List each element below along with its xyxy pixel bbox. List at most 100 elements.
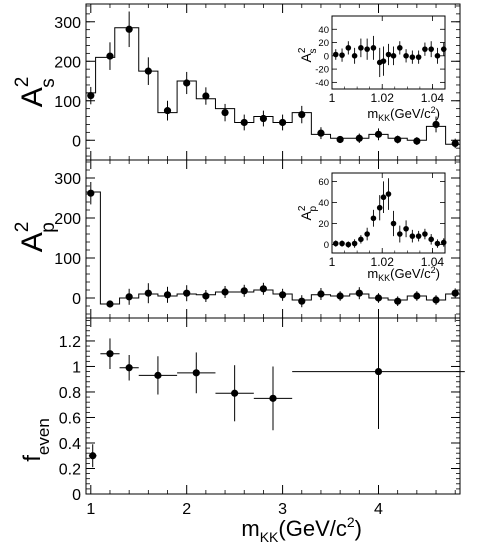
as2-data-point	[106, 52, 114, 60]
ap2-inset-data-point	[385, 191, 392, 197]
as2-data-point	[144, 67, 152, 75]
as2-data-point	[163, 107, 172, 115]
main-xlabel-sub: KK	[260, 529, 279, 545]
ap2-inset-data-point	[351, 240, 358, 247]
as2-data-point	[432, 120, 440, 129]
as2-inset-ylabel-sub: s	[308, 49, 319, 54]
as2-ylabel: A2 s	[12, 77, 59, 108]
ap2-inset-data-point	[358, 236, 364, 243]
ap2-data-point	[451, 289, 459, 297]
ap2-inset-data-point	[390, 220, 397, 227]
ap2-ylabel-sup: 2	[12, 222, 33, 233]
as2-inset-data-point	[434, 53, 441, 59]
ap2-data-point	[413, 292, 421, 300]
as2-inset-xtick-label: 1.04	[421, 91, 445, 105]
ap2-data-point	[355, 289, 363, 297]
as2-data-point	[374, 130, 383, 138]
feven-ylabel: feven	[19, 418, 53, 462]
ap2-data-point	[298, 297, 306, 305]
ap2-inset-ylabel-sub: p	[308, 206, 319, 212]
ap2-data-point	[278, 291, 287, 299]
ap2-inset-data-point	[339, 240, 345, 247]
ap2-inset-data-point	[415, 233, 422, 239]
as2-inset-xtick-label: 1	[329, 91, 336, 105]
as2-inset-data-point	[339, 52, 345, 58]
ap2-inset-ylabel: A2p	[297, 205, 319, 220]
as2-data-point	[413, 137, 421, 145]
ap2-inset-data-point	[370, 215, 377, 222]
as2-ylabel-main: A	[16, 87, 49, 107]
as2-inset-data-point	[332, 51, 339, 58]
ap2-data-point	[144, 289, 152, 297]
ap2-ylabel-main: A	[16, 232, 49, 252]
ap2-data-point	[202, 292, 210, 300]
ap2-inset-data-point	[409, 233, 416, 239]
ap2-inset-xtick-label: 1	[329, 255, 336, 269]
feven-data-point	[192, 369, 200, 377]
ap2-inset-data-point	[403, 225, 409, 232]
ap2-data-point	[336, 292, 344, 300]
as2-ytick-label: 200	[54, 54, 81, 71]
ap2-inset-ytick-label: 60	[318, 177, 329, 188]
ap2-inset-ytick-label: 20	[318, 219, 329, 230]
ap2-data-point	[125, 293, 133, 301]
as2-inset-data-point	[380, 58, 387, 64]
feven-ytick-label: 1.2	[59, 334, 81, 351]
feven-data-point	[154, 371, 162, 379]
ap2-data-point	[87, 189, 95, 197]
ap2-inset-plot-layer: 0 20 40 60 1 1.02 1.04	[318, 173, 447, 269]
as2-ytick-label: 300	[54, 15, 81, 32]
as2-data-point	[336, 135, 344, 144]
ap2-inset-data-point	[332, 240, 339, 247]
ap2-inset-ytick-label: 0	[324, 240, 329, 251]
feven-data-point	[269, 394, 277, 402]
as2-inset-data-point	[358, 45, 364, 51]
ap2-ytick-label: 100	[54, 251, 81, 268]
as2-inset-data-point	[422, 46, 428, 52]
ap2-plot-layer: 0 100 200 300	[54, 160, 460, 318]
as2-data-point	[278, 118, 287, 127]
as2-data-point	[451, 139, 459, 148]
ap2-ytick-label: 300	[54, 171, 81, 188]
ap2-data-point	[259, 285, 268, 293]
as2-data-point	[202, 92, 210, 100]
ap2-data-point	[163, 291, 172, 299]
as2-inset-ylabel-main: A	[298, 52, 314, 62]
ap2-ylabel-sub: p	[38, 222, 59, 233]
as2-inset-ytick-label: -20	[315, 65, 329, 76]
as2-data-point	[298, 110, 306, 119]
as2-inset-ytick-label: 20	[318, 38, 329, 49]
ap2-inset-data-point	[397, 231, 403, 237]
ap2-inset-xlabel: mKK(GeV/c2)	[367, 265, 440, 283]
feven-xtick-label: 4	[374, 501, 383, 518]
main-xlabel-close: )	[355, 516, 362, 541]
as2-inset-data-point	[409, 54, 416, 60]
ap2-inset-xlabel-sup: 2	[431, 265, 436, 275]
ap2-ytick-label: 200	[54, 211, 81, 228]
ap2-inset-data-point	[428, 236, 434, 243]
as2-data-point	[394, 135, 402, 144]
as2-ylabel-sub: s	[38, 78, 59, 88]
as2-inset-xlabel: mKK(GeV/c2)	[367, 105, 440, 123]
main-xlabel-main: m	[241, 516, 259, 541]
ap2-data-point	[374, 294, 383, 302]
ap2-data-point	[394, 297, 402, 305]
ap2-inset-ylabel-main: A	[298, 210, 314, 220]
as2-inset-data-point	[385, 51, 392, 58]
ap2-data-point	[106, 300, 114, 308]
as2-inset-ytick-label: 0	[324, 51, 329, 62]
as2-inset-ylabel: A2s	[297, 47, 319, 62]
feven-ytick-label: 0.6	[59, 410, 81, 427]
as2-data-point	[183, 79, 191, 87]
ap2-inset-data-point	[380, 194, 387, 201]
as2-data-point	[317, 129, 325, 137]
ap2-inset-xtick-label: 1.04	[421, 255, 445, 269]
as2-data-point	[240, 118, 248, 127]
ap2-inset-ylabel-sup: 2	[297, 205, 308, 211]
as2-inset-xlabel-close: )	[436, 106, 440, 121]
as2-ytick-label: 100	[54, 94, 81, 111]
ap2-inset-xlabel-sub: KK	[378, 273, 390, 283]
as2-ytick-label: 0	[72, 133, 81, 150]
as2-inset-ylabel-sup: 2	[297, 47, 308, 53]
